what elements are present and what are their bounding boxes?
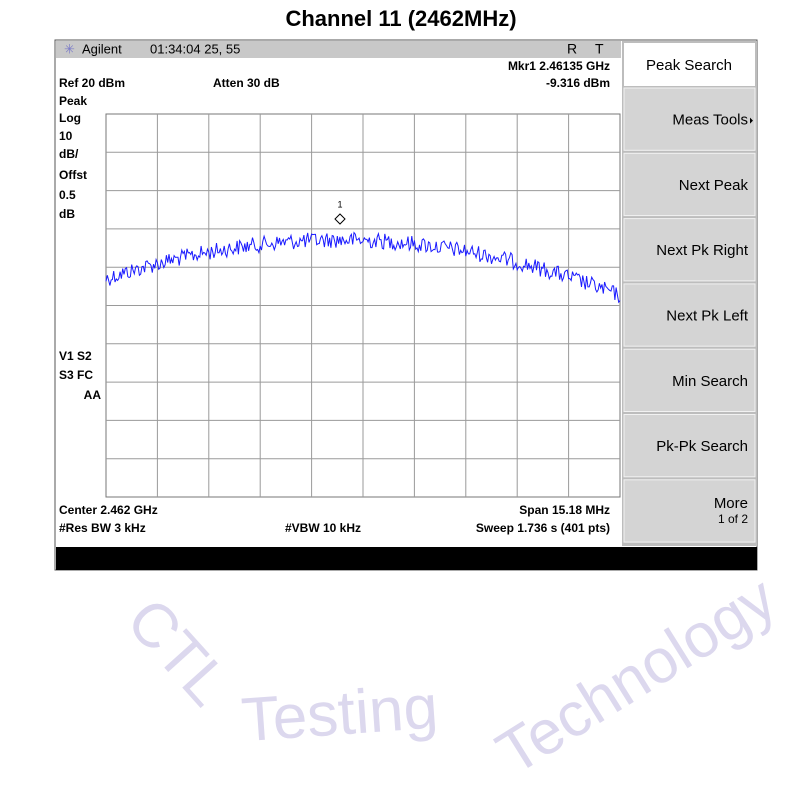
scale-labels: Peak Log 10 dB/Offst 0.5 dB	[59, 94, 87, 221]
status-t: T	[595, 41, 604, 57]
title: Channel 11 (2462MHz)	[285, 6, 516, 31]
marker-number: 1	[337, 199, 342, 209]
scale-label: Log	[59, 111, 81, 125]
vbw: #VBW 10 kHz	[285, 521, 361, 535]
softkey-label: Min Search	[672, 373, 748, 390]
attenuation: Atten 30 dB	[213, 76, 280, 90]
scale-label: 0.5	[59, 188, 76, 202]
softkey[interactable]	[623, 152, 756, 217]
logo: ✳	[64, 41, 75, 56]
menu-title-box	[624, 43, 755, 86]
softkey-label: Next Peak	[679, 177, 749, 194]
softkey-page: 1 of 2	[718, 512, 748, 526]
softkey[interactable]	[623, 414, 756, 478]
softkey-label: Meas Tools	[672, 112, 748, 129]
watermark: Technology	[485, 564, 788, 789]
softkey[interactable]	[623, 87, 756, 151]
watermark: Testing	[239, 673, 440, 756]
rbw: #Res BW 3 kHz	[59, 521, 146, 535]
ref-level: Ref 20 dBm	[59, 76, 125, 90]
menu-title: Peak Search	[646, 57, 732, 74]
marker-freq: Mkr1 2.46135 GHz	[508, 59, 610, 73]
submenu-arrow	[750, 117, 753, 124]
softkey-label: Next Pk Left	[666, 308, 749, 325]
scale-label: dB	[59, 207, 75, 221]
flag: S3 FC	[59, 368, 93, 382]
flag: V1 S2	[59, 349, 92, 363]
softkey[interactable]	[623, 479, 756, 543]
header-bar	[56, 41, 621, 58]
marker-diamond	[334, 213, 346, 225]
brand: Agilent	[82, 41, 122, 56]
softkey[interactable]	[623, 218, 756, 282]
center: Center 2.462 GHz	[59, 503, 158, 517]
flag: AA	[84, 388, 102, 402]
softkey[interactable]	[623, 348, 756, 413]
marker-level: -9.316 dBm	[546, 76, 610, 90]
watermark: CTL	[113, 586, 243, 719]
softkey[interactable]	[623, 283, 756, 347]
status-bar	[56, 547, 757, 570]
span: Span 15.18 MHz	[519, 503, 610, 517]
softkey-label: Next Pk Right	[656, 242, 749, 259]
scale-label: dB/	[59, 147, 79, 161]
sweep: Sweep 1.736 s (401 pts)	[476, 521, 610, 535]
time: 01:34:04 25, 55	[150, 41, 240, 56]
status-r: R	[567, 41, 577, 57]
trace	[105, 231, 621, 304]
scale-label: 10	[59, 129, 73, 143]
scale-label: Offst	[59, 168, 87, 182]
softkey-label: More	[714, 495, 748, 512]
graticule	[105, 113, 621, 498]
softkeys: Meas Tools Next Peak Next Pk Right Next Pk …	[623, 87, 756, 543]
scale-label: Peak	[59, 94, 87, 108]
softkey-label: Pk-Pk Search	[656, 438, 748, 455]
